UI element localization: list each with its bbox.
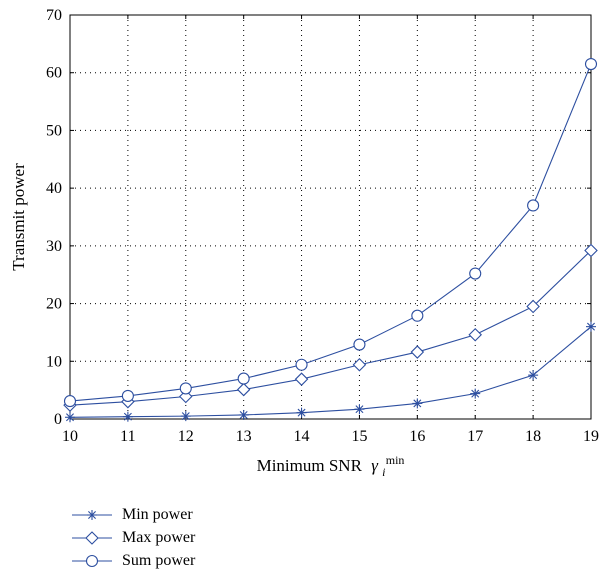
- legend-label-min-power: Min power: [122, 505, 193, 523]
- series-group: [63, 58, 598, 423]
- x-tick-label: 11: [120, 428, 135, 445]
- x-tick-label: 19: [583, 428, 599, 445]
- legend-item-min-power: Min power: [70, 503, 195, 526]
- data-point-sum-power: [527, 199, 540, 212]
- x-tick-label: 14: [294, 428, 310, 445]
- data-point-min-power: [354, 404, 365, 415]
- y-tick-label: 10: [46, 353, 62, 370]
- series-line-max-power: [69, 250, 592, 406]
- legend-item-max-power: Max power: [70, 526, 195, 549]
- x-tick-label: 13: [236, 428, 252, 445]
- data-point-min-power: [586, 321, 596, 332]
- legend: Min power Max power Sum power: [70, 503, 195, 572]
- data-point-min-power: [296, 407, 307, 418]
- plot-frame: [69, 14, 592, 420]
- y-tick-label: 40: [46, 180, 62, 197]
- data-point-sum-power: [469, 267, 482, 280]
- data-point-sum-power: [237, 372, 250, 385]
- data-point-min-power: [122, 411, 133, 422]
- data-point-sum-power: [121, 389, 134, 402]
- y-tick-label: 70: [46, 7, 62, 24]
- x-tick-label: 16: [409, 428, 425, 445]
- y-tick-label: 0: [54, 411, 62, 428]
- data-point-max-power: [352, 357, 367, 372]
- y-tick-label: 60: [46, 65, 62, 82]
- x-tick-label: 15: [351, 428, 367, 445]
- data-point-sum-power: [63, 395, 77, 408]
- data-point-sum-power: [295, 358, 308, 371]
- data-point-sum-power: [584, 58, 598, 71]
- x-tick-label: 12: [178, 428, 194, 445]
- data-point-min-power: [65, 412, 75, 423]
- x-axis-label-superscript: min: [386, 453, 405, 467]
- data-point-min-power: [528, 370, 539, 381]
- legend-label-sum-power: Sum power: [122, 551, 196, 569]
- x-axis-label: Minimum SNR γ i min: [257, 453, 405, 480]
- legend-marker-max-power: [85, 530, 99, 545]
- y-tick-label: 50: [46, 122, 62, 139]
- y-axis-label: Transmit power: [9, 163, 28, 271]
- data-point-max-power: [468, 327, 483, 342]
- series-line-min-power: [69, 326, 592, 418]
- data-point-min-power: [238, 409, 249, 420]
- data-point-min-power: [470, 388, 481, 399]
- data-point-sum-power: [411, 309, 424, 322]
- x-axis-label-symbol: γ: [371, 456, 379, 475]
- legend-marker-sum-power: [85, 554, 99, 567]
- y-tick-label: 20: [46, 296, 62, 313]
- legend-marker-min-power: [87, 509, 97, 520]
- data-point-sum-power: [179, 382, 192, 395]
- legend-swatch-sum-power: [72, 554, 112, 567]
- y-tick-label: 30: [46, 238, 62, 255]
- data-point-max-power: [236, 382, 251, 397]
- data-point-max-power: [584, 243, 598, 258]
- legend-item-sum-power: Sum power: [70, 549, 195, 572]
- x-axis-label-subscript: i: [382, 465, 385, 479]
- series-min-power: [65, 321, 596, 423]
- x-tick-label: 10: [62, 428, 78, 445]
- x-tick-label: 18: [525, 428, 541, 445]
- data-point-max-power: [410, 345, 425, 359]
- series-line-sum-power: [69, 63, 592, 402]
- grid: [70, 15, 591, 419]
- legend-swatch-min-power: [72, 509, 112, 520]
- data-point-max-power: [526, 299, 540, 314]
- data-point-sum-power: [353, 338, 366, 351]
- legend-swatch-max-power: [72, 530, 112, 545]
- data-point-max-power: [294, 372, 309, 386]
- x-axis-label-text: Minimum SNR: [257, 456, 363, 475]
- data-point-min-power: [180, 411, 191, 422]
- data-point-min-power: [412, 398, 423, 409]
- series-max-power: [63, 243, 598, 412]
- legend-label-max-power: Max power: [122, 528, 196, 546]
- x-tick-label: 17: [467, 428, 483, 445]
- series-sum-power: [63, 58, 598, 408]
